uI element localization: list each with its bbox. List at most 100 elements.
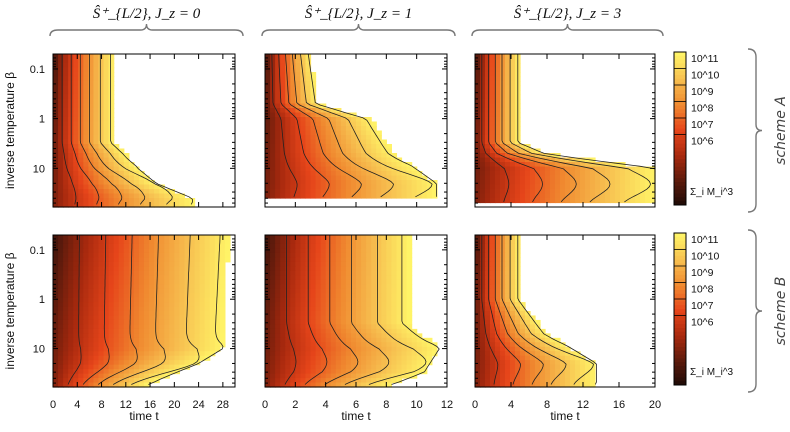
heatmap-cell	[63, 198, 69, 204]
heatmap-cell	[480, 239, 486, 245]
heatmap-cell	[300, 333, 307, 339]
heatmap-cell	[560, 373, 566, 379]
heatmap-cell	[149, 235, 155, 241]
heatmap-cell	[98, 94, 105, 100]
heatmap-cell	[159, 315, 165, 321]
heatmap-cell	[396, 293, 403, 299]
heatmap-cell	[199, 235, 206, 241]
y-axis-label: inverse temperature β	[3, 72, 17, 189]
heatmap-cell	[265, 337, 271, 343]
heatmap-cell	[154, 306, 160, 312]
heatmap-cell	[88, 166, 95, 172]
heatmap-cell	[108, 148, 115, 154]
heatmap-cell	[78, 288, 84, 294]
heatmap-cell	[73, 81, 79, 87]
heatmap-cell	[510, 139, 516, 145]
heatmap-cell	[480, 85, 486, 91]
heatmap-cell	[490, 189, 496, 195]
heatmap-cell	[290, 306, 296, 312]
heatmap-cell	[325, 382, 332, 388]
heatmap-cell	[605, 166, 611, 172]
heatmap-cell	[194, 302, 201, 308]
heatmap-cell	[401, 328, 408, 334]
heatmap-cell	[605, 171, 611, 177]
heatmap-cell	[391, 157, 398, 163]
heatmap-cell	[138, 184, 145, 190]
heatmap-cell	[285, 306, 291, 312]
heatmap-cell	[485, 189, 491, 195]
heatmap-cell	[103, 193, 110, 199]
heatmap-cell	[315, 337, 322, 343]
heatmap-cell	[174, 284, 180, 290]
heatmap-cell	[295, 275, 301, 281]
heatmap-cell	[500, 319, 506, 326]
heatmap-cell	[505, 378, 511, 384]
heatmap-cell	[138, 202, 145, 208]
heatmap-cell	[575, 378, 581, 384]
heatmap-cell	[485, 328, 491, 334]
heatmap-cell	[590, 184, 596, 190]
heatmap-cell	[515, 297, 521, 303]
heatmap-cell	[133, 180, 140, 186]
heatmap-cell	[128, 364, 135, 370]
heatmap-cell	[113, 306, 120, 312]
heatmap-cell	[53, 315, 59, 321]
heatmap-cell	[285, 126, 291, 132]
heatmap-cell	[285, 243, 291, 250]
heatmap-cell	[525, 315, 531, 321]
heatmap-cell	[495, 328, 501, 334]
heatmap-cell	[305, 81, 312, 87]
heatmap-cell	[209, 293, 216, 299]
heatmap-cell	[416, 180, 423, 186]
heatmap-cell	[335, 139, 342, 145]
heatmap-cell	[345, 112, 352, 118]
heatmap-cell	[320, 175, 327, 181]
heatmap-cell	[113, 275, 120, 281]
heatmap-cell	[396, 235, 403, 241]
heatmap-cell	[555, 180, 561, 186]
heatmap-cell	[63, 67, 69, 73]
heatmap-cell	[500, 293, 506, 299]
heatmap-cell	[204, 243, 211, 250]
heatmap-cell	[174, 270, 180, 276]
heatmap-cell	[123, 175, 130, 181]
heatmap-cell	[179, 360, 186, 366]
heatmap-cell	[159, 198, 165, 204]
heatmap-cell	[381, 270, 387, 276]
heatmap-cell	[103, 319, 110, 326]
heatmap-cell	[376, 193, 382, 199]
heatmap-cell	[204, 235, 211, 241]
heatmap-cell	[480, 248, 486, 254]
heatmap-cell	[361, 270, 367, 276]
heatmap-cell	[199, 346, 206, 352]
heatmap-cell	[345, 252, 352, 258]
heatmap-cell	[565, 171, 571, 177]
heatmap-cell	[73, 139, 79, 145]
heatmap-cell	[645, 184, 651, 190]
heatmap-cell	[123, 315, 130, 321]
heatmap-cell	[149, 351, 155, 357]
heatmap-cell	[391, 162, 398, 168]
heatmap-cell	[381, 333, 387, 339]
panel-0-2	[474, 53, 656, 208]
heatmap-cell	[98, 306, 105, 312]
contour-line	[481, 54, 510, 203]
heatmap-cell	[88, 306, 95, 312]
heatmap-cell	[133, 257, 140, 263]
heatmap-cell	[500, 193, 506, 199]
heatmap-cell	[265, 297, 271, 303]
heatmap-cell	[350, 248, 357, 254]
heatmap-cell	[290, 153, 296, 159]
heatmap-cell	[204, 319, 211, 326]
heatmap-cell	[640, 184, 646, 190]
heatmap-cell	[555, 171, 561, 177]
heatmap-cell	[545, 360, 551, 366]
heatmap-cell	[495, 315, 501, 321]
heatmap-cell	[350, 328, 357, 334]
heatmap-cell	[366, 180, 372, 186]
heatmap-cell	[265, 171, 271, 177]
heatmap-cell	[525, 198, 531, 204]
heatmap-cell	[475, 333, 481, 339]
colorbar-cell	[674, 316, 686, 321]
heatmap-cell	[381, 293, 387, 299]
